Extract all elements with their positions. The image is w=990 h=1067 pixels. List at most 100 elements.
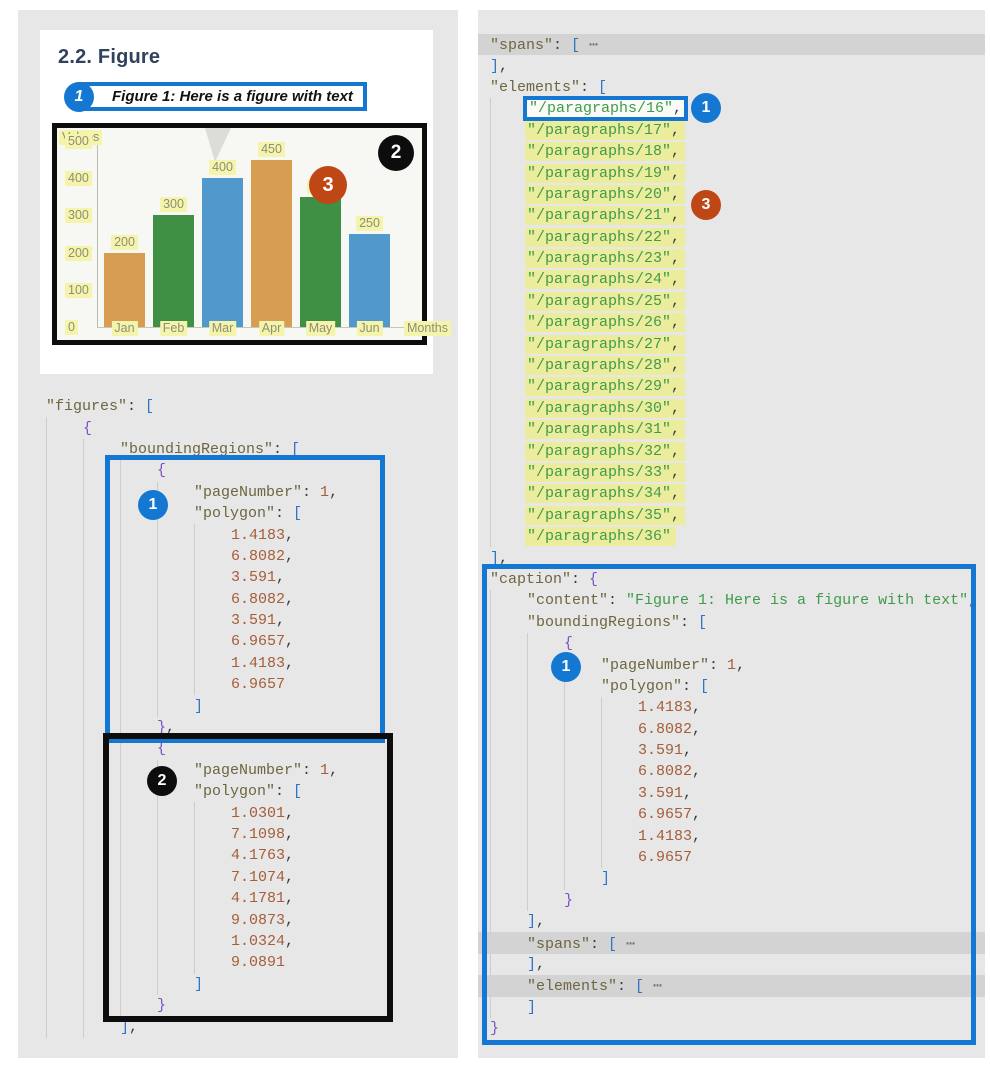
indent-guide (83, 994, 120, 1017)
code-line: "/paragraphs/23", (478, 247, 985, 270)
indent-guide (157, 545, 194, 568)
indent-guide (120, 973, 157, 995)
bar-value-label: 400 (209, 160, 236, 176)
indent-guide (83, 652, 120, 675)
indent-guide (83, 781, 120, 803)
indent-guide (490, 590, 527, 612)
left-panel: 2.2. Figure 1 Figure 1: Here is a figure… (18, 10, 458, 1058)
indent-guide (490, 290, 527, 313)
indent-guide (194, 674, 231, 696)
code-line: "elements": [ ⋯ (478, 975, 985, 997)
indent-guide (490, 911, 527, 933)
indent-guide (83, 631, 120, 653)
indent-guide (527, 654, 564, 676)
indent-guide (120, 502, 157, 525)
code-line: 4.1763, (18, 845, 458, 867)
chart-bar (251, 159, 292, 327)
indent-guide (120, 887, 157, 910)
indent-guide (120, 716, 157, 739)
x-tick-label: Jun (356, 321, 383, 336)
indent-guide (490, 269, 527, 291)
code-line: ], (478, 953, 985, 976)
json-code-figures: "figures": [{"boundingRegions": [{"pageN… (18, 396, 458, 1038)
indent-guide (527, 889, 564, 912)
code-line: 4.1781, (18, 887, 458, 910)
indent-guide (46, 1016, 83, 1038)
indent-guide (194, 524, 231, 546)
indent-guide (120, 588, 157, 610)
bar-value-label: 250 (356, 216, 383, 231)
indent-guide (490, 718, 527, 740)
indent-guide (490, 397, 527, 420)
indent-guide (564, 761, 601, 783)
indent-guide (527, 697, 564, 719)
indent-guide (83, 973, 120, 995)
code-line: }, (18, 716, 458, 739)
code-line: "/paragraphs/25", (478, 290, 985, 313)
indent-guide (601, 697, 638, 719)
bar-chart: Values Months 200300400450350250 2 3 010… (52, 123, 451, 345)
indent-guide (83, 802, 120, 824)
x-tick-label: May (305, 321, 336, 336)
x-tick-label: Mar (208, 321, 237, 336)
indent-guide (83, 502, 120, 525)
x-tick-label: Feb (159, 321, 188, 336)
code-line: 6.8082, (18, 588, 458, 610)
indent-guide (490, 226, 527, 248)
indent-guide (194, 845, 231, 867)
indent-guide (564, 739, 601, 762)
indent-guide (46, 545, 83, 568)
chart-bar (104, 252, 145, 327)
indent-guide (46, 781, 83, 803)
code-line: "/paragraphs/29", (478, 376, 985, 398)
indent-guide (490, 632, 527, 655)
section-heading: 2.2. Figure (58, 46, 161, 68)
indent-guide (83, 930, 120, 953)
indent-guide (194, 609, 231, 632)
indent-guide (527, 632, 564, 655)
indent-guide (83, 695, 120, 717)
code-line: "/paragraphs/31", (478, 419, 985, 441)
indent-guide (120, 695, 157, 717)
indent-guide (490, 205, 527, 227)
callout-badge-1: 1 (138, 490, 168, 521)
callout-badge-1: 1 (551, 652, 581, 683)
code-line: ] (478, 996, 985, 1018)
y-tick-label: 100 (65, 282, 92, 298)
code-line: "/paragraphs/18", (478, 140, 985, 163)
indent-guide (83, 545, 120, 568)
indent-guide (490, 525, 527, 548)
figure-caption-text: Figure 1: Here is a figure with text (112, 88, 353, 105)
indent-guide (601, 825, 638, 847)
code-line: 3.591, (478, 739, 985, 762)
indent-guide (83, 738, 120, 760)
x-axis-title: Months (404, 321, 451, 336)
bar-value-label: 300 (160, 197, 187, 213)
indent-guide (490, 333, 527, 355)
indent-guide (564, 846, 601, 869)
indent-guide (46, 823, 83, 846)
code-line: 6.8082, (478, 718, 985, 740)
indent-guide (490, 354, 527, 377)
chart-bar (349, 234, 390, 327)
indent-guide (120, 930, 157, 953)
x-tick-label: Apr (258, 321, 285, 336)
y-tick-label: 400 (65, 171, 92, 187)
code-line: 3.591, (478, 782, 985, 805)
indent-guide (527, 718, 564, 740)
code-line: "/paragraphs/22", (478, 226, 985, 248)
code-line: "boundingRegions": [ (478, 611, 985, 633)
x-tick-label: Jan (111, 321, 138, 336)
indent-guide (194, 866, 231, 888)
indent-guide (83, 438, 120, 461)
indent-guide (194, 930, 231, 953)
indent-guide (564, 868, 601, 890)
callout-badge-2: 2 (147, 766, 177, 797)
indent-guide (120, 567, 157, 589)
code-line: 6.9657, (478, 804, 985, 826)
indent-guide (490, 739, 527, 762)
indent-guide (46, 716, 83, 739)
code-line: 6.8082, (478, 761, 985, 783)
indent-guide (46, 952, 83, 974)
code-line: 6.9657 (478, 846, 985, 869)
